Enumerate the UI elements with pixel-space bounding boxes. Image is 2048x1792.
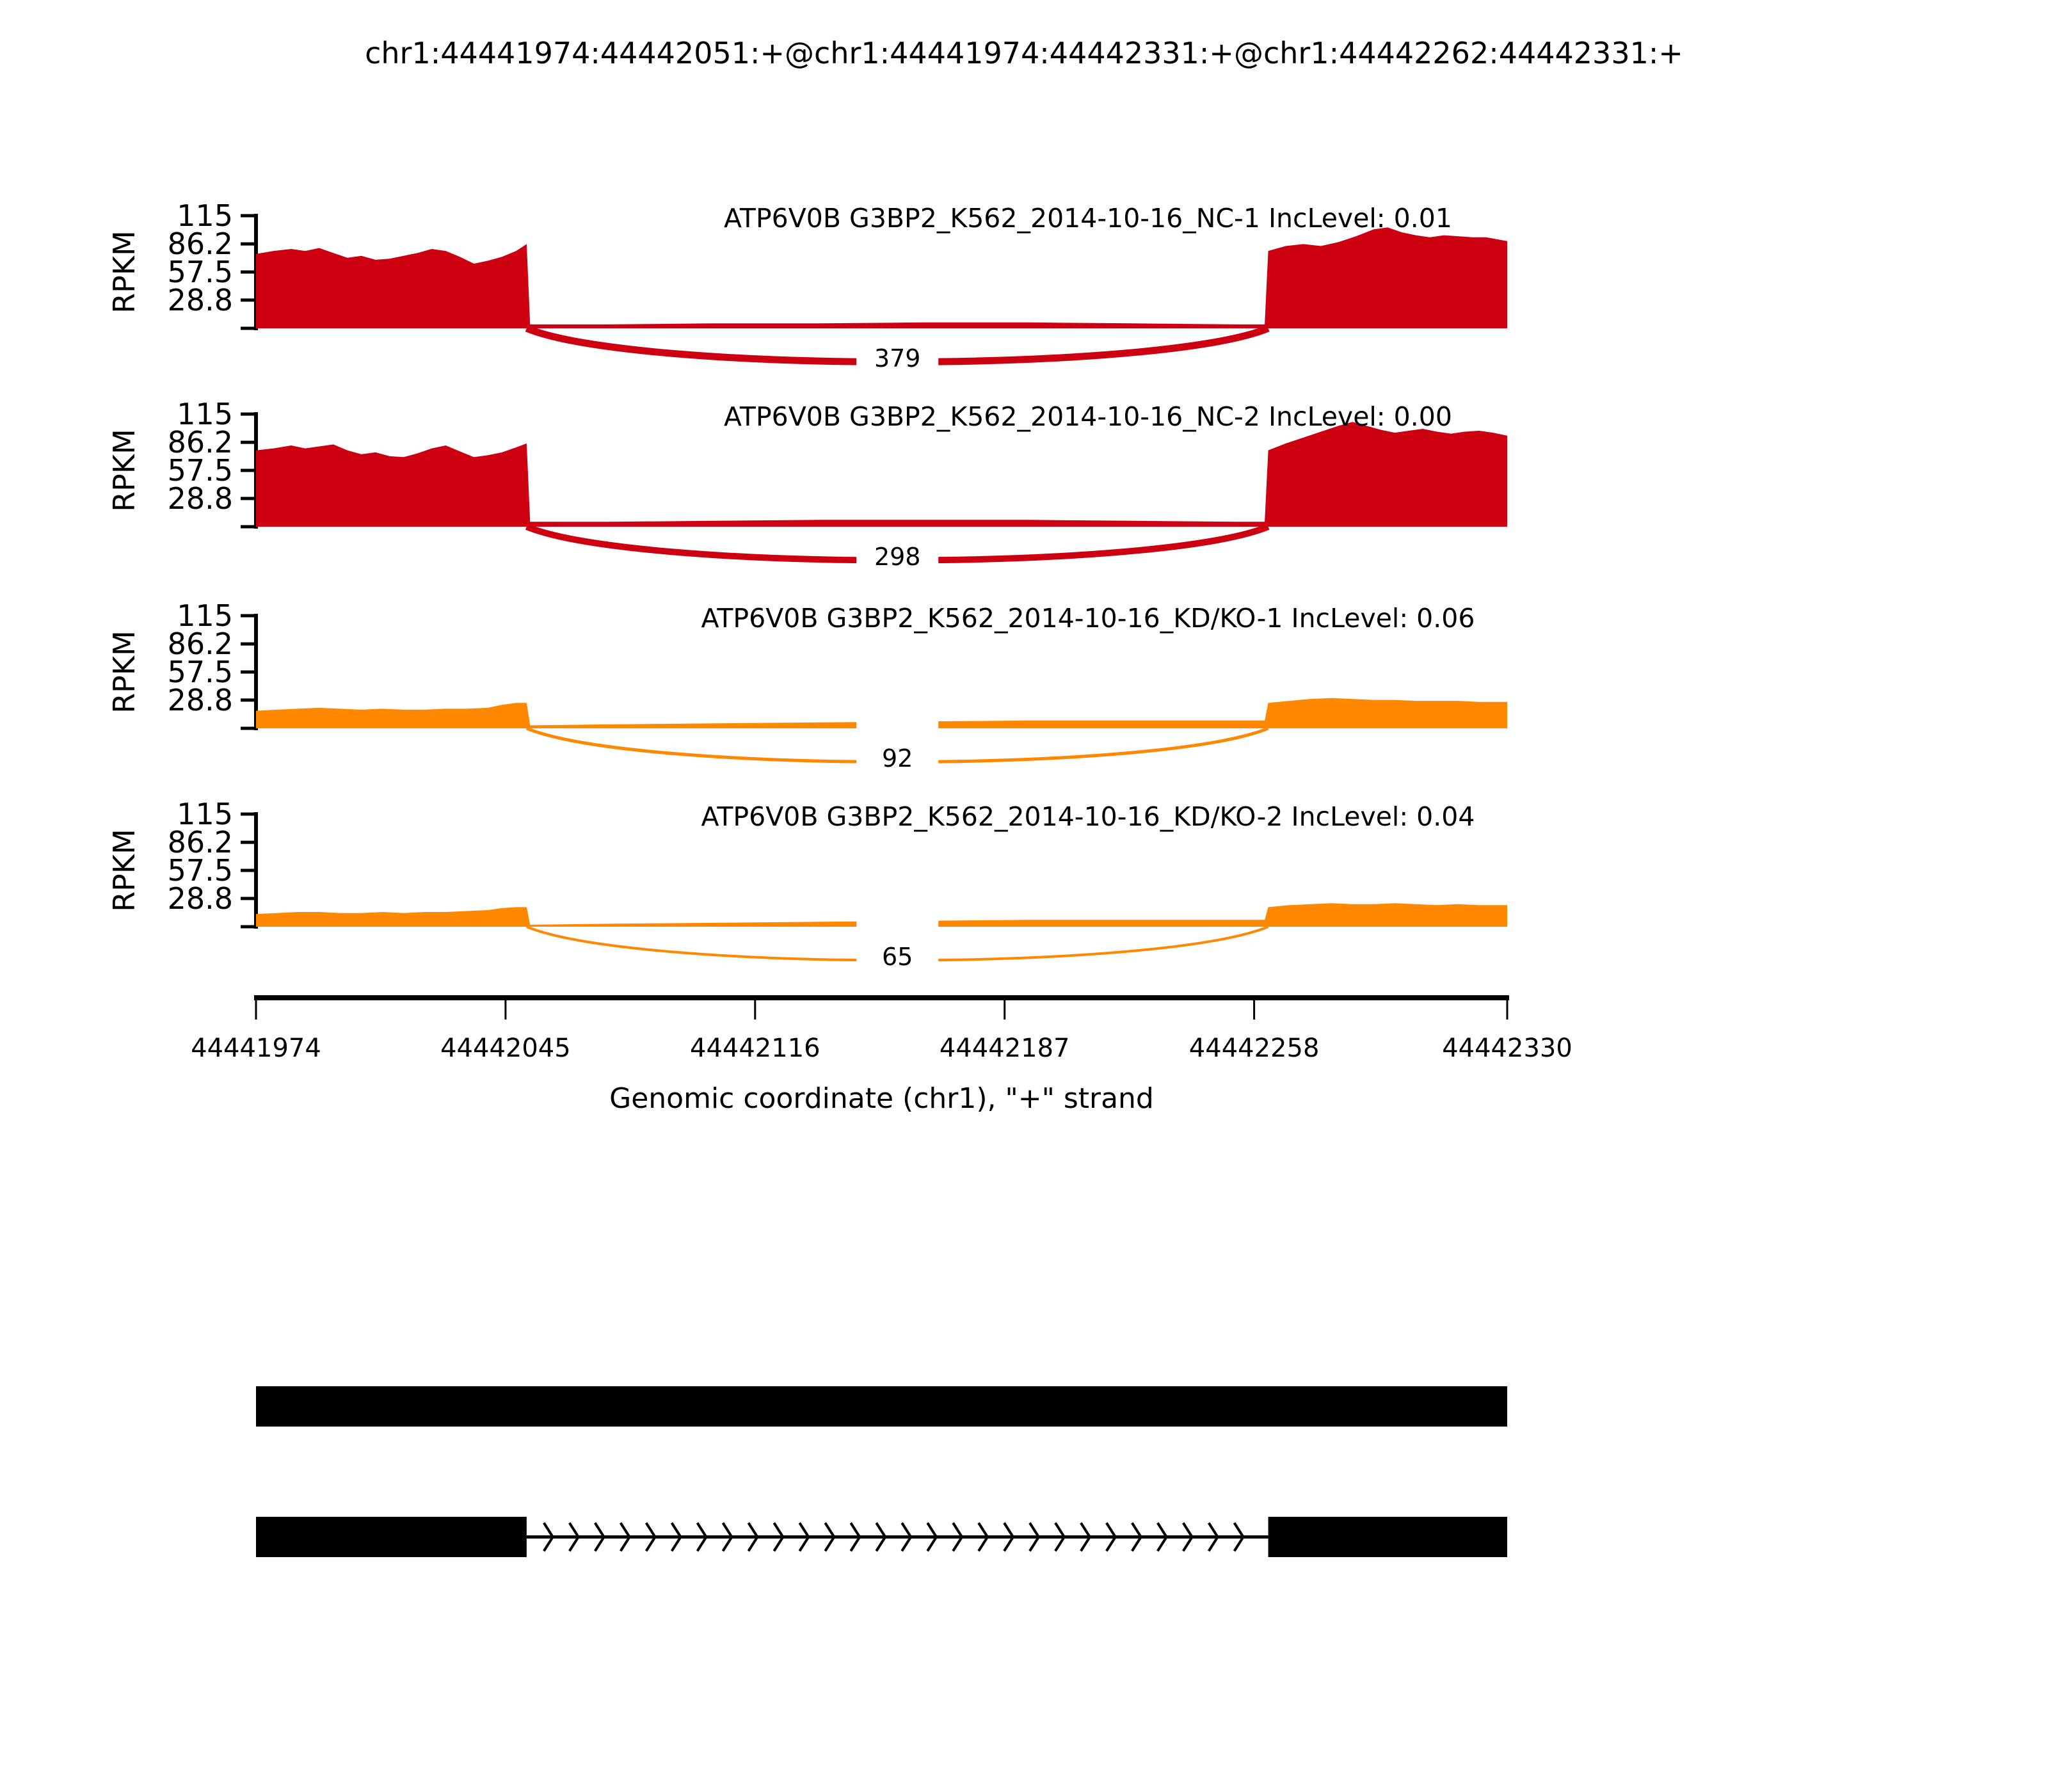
- x-tick-label: 44442045: [440, 1034, 571, 1063]
- y-tick-label: 28.8: [168, 283, 233, 317]
- strand-arrow-icon: [594, 1522, 606, 1552]
- y-tick-label: 57.5: [168, 255, 233, 289]
- track-title: ATP6V0B G3BP2_K562_2014-10-16_NC-2 IncLe…: [724, 401, 1452, 432]
- y-axis-title: RPKM: [107, 630, 141, 714]
- strand-arrow-icon: [1182, 1522, 1194, 1552]
- y-tick-label: 57.5: [168, 655, 233, 689]
- strand-arrow-icon: [721, 1522, 733, 1552]
- strand-arrow-icon: [1028, 1522, 1041, 1552]
- strand-arrow-icon: [926, 1522, 938, 1552]
- strand-arrow-icon: [644, 1522, 657, 1552]
- y-tick-label: 115: [177, 598, 233, 633]
- coverage-area: [256, 422, 1507, 527]
- y-tick-label: 28.8: [168, 881, 233, 916]
- y-tick-label: 86.2: [168, 627, 233, 661]
- x-tick-label: 44442116: [690, 1034, 820, 1063]
- strand-arrow-icon: [747, 1522, 759, 1552]
- y-tick-label: 57.5: [168, 853, 233, 888]
- strand-arrow-icon: [849, 1522, 861, 1552]
- track-title: ATP6V0B G3BP2_K562_2014-10-16_NC-1 IncLe…: [724, 203, 1452, 234]
- strand-arrow-icon: [875, 1522, 887, 1552]
- x-axis-title: Genomic coordinate (chr1), "+" strand: [609, 1082, 1154, 1115]
- y-tick-label: 28.8: [168, 481, 233, 516]
- y-tick-label: 86.2: [168, 825, 233, 860]
- strand-arrow-icon: [900, 1522, 913, 1552]
- strand-arrow-icon: [824, 1522, 836, 1552]
- x-tick-label: 44441974: [191, 1034, 321, 1063]
- strand-arrow-icon: [1105, 1522, 1117, 1552]
- track-title: ATP6V0B G3BP2_K562_2014-10-16_KD/KO-1 In…: [701, 603, 1475, 634]
- y-tick-label: 115: [177, 797, 233, 831]
- junction-label-box: [856, 918, 939, 968]
- strand-arrow-icon: [1156, 1522, 1169, 1552]
- x-tick-label: 44442187: [940, 1034, 1070, 1063]
- isoform-exon: [1268, 1517, 1507, 1557]
- isoform-exon: [256, 1517, 527, 1557]
- strand-arrow-icon: [798, 1522, 810, 1552]
- y-axis-title: RPKM: [107, 230, 141, 314]
- strand-arrow-icon: [952, 1522, 964, 1552]
- y-tick-label: 28.8: [168, 683, 233, 717]
- coverage-area: [256, 227, 1507, 328]
- junction-count-label: 65: [882, 943, 913, 971]
- isoform-exon: [256, 1386, 1507, 1427]
- strand-arrow-icon: [1131, 1522, 1143, 1552]
- strand-arrow-icon: [977, 1522, 989, 1552]
- strand-arrow-icon: [1003, 1522, 1015, 1552]
- strand-arrow-icon: [772, 1522, 785, 1552]
- junction-label-box: [856, 719, 939, 769]
- strand-arrow-icon: [696, 1522, 708, 1552]
- y-tick-label: 57.5: [168, 453, 233, 488]
- junction-count-label: 379: [874, 344, 921, 372]
- junction-count-label: 298: [874, 543, 921, 571]
- strand-arrow-icon: [1054, 1522, 1066, 1552]
- junction-label-box: [856, 542, 939, 573]
- strand-arrow-icon: [1207, 1522, 1220, 1552]
- junction-count-label: 92: [882, 744, 913, 772]
- y-tick-label: 115: [177, 198, 233, 233]
- strand-arrow-icon: [1233, 1522, 1245, 1552]
- strand-arrow-icon: [619, 1522, 632, 1552]
- y-tick-label: 86.2: [168, 425, 233, 460]
- y-axis-title: RPKM: [107, 829, 141, 912]
- track-title: ATP6V0B G3BP2_K562_2014-10-16_KD/KO-2 In…: [701, 801, 1475, 832]
- y-tick-label: 115: [177, 397, 233, 431]
- junction-label-box: [856, 344, 939, 374]
- strand-arrow-icon: [670, 1522, 682, 1552]
- x-tick-label: 44442258: [1189, 1034, 1320, 1063]
- strand-arrow-icon: [1080, 1522, 1092, 1552]
- y-tick-label: 86.2: [168, 227, 233, 261]
- coverage-area: [256, 903, 1507, 927]
- x-tick-label: 44442330: [1442, 1034, 1572, 1063]
- strand-arrow-icon: [543, 1522, 555, 1552]
- strand-arrow-icon: [568, 1522, 580, 1552]
- y-axis-title: RPKM: [107, 429, 141, 512]
- coverage-area: [256, 698, 1507, 728]
- plot-title: chr1:44441974:44442051:+@chr1:44441974:4…: [365, 36, 1683, 70]
